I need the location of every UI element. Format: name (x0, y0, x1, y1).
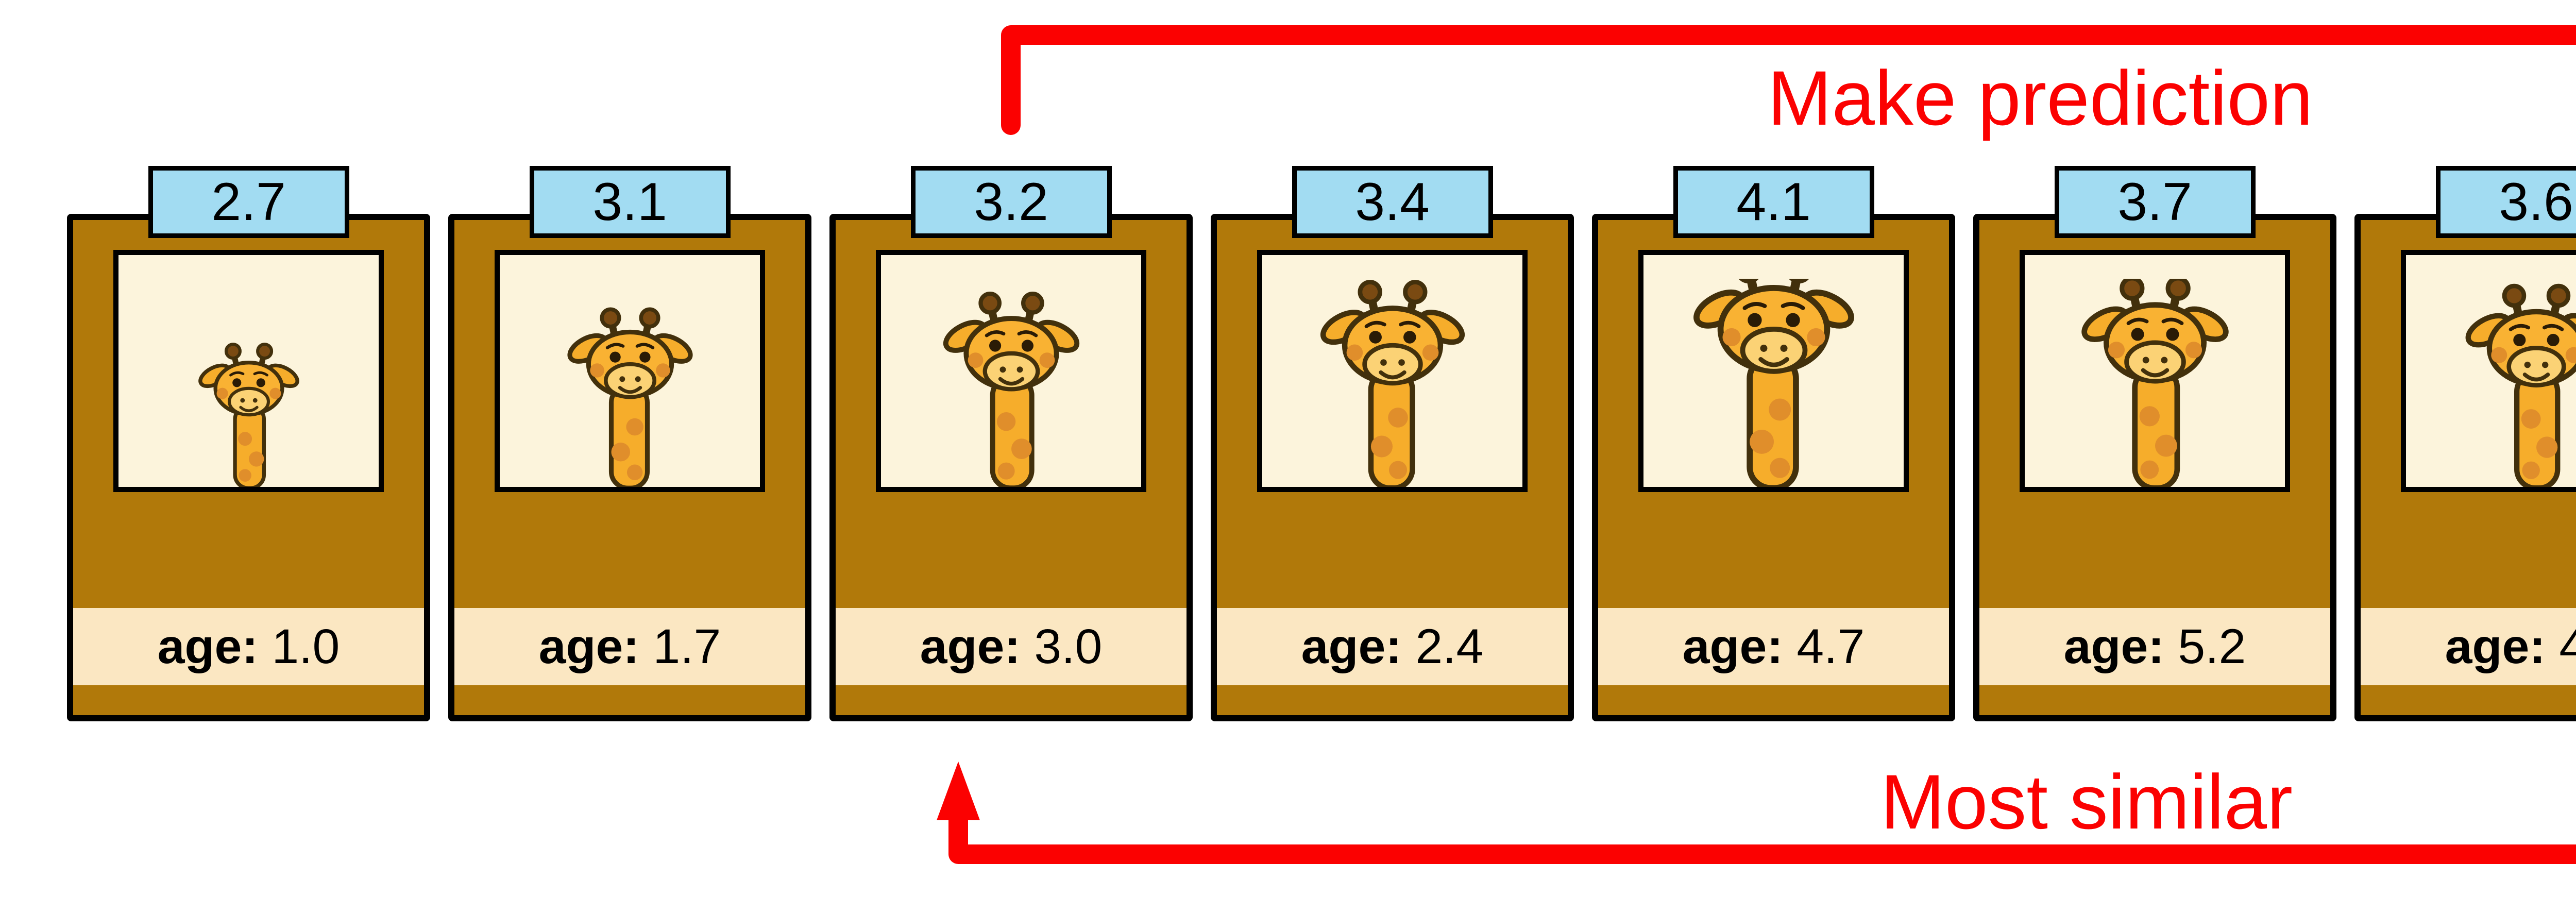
prediction-badge: 2.7 (148, 166, 349, 238)
giraffe-icon (1693, 279, 1854, 487)
most-similar-label: Most similar (1880, 758, 2293, 845)
giraffe-icon (198, 343, 299, 487)
giraffe-photo (495, 250, 765, 492)
prediction-badge: 4.1 (1673, 166, 1874, 238)
age-caption: age: 1.0 (73, 608, 424, 685)
age-caption: age: 5.2 (1979, 608, 2330, 685)
prediction-badge: 3.4 (1292, 166, 1493, 238)
age-value: 3.0 (1020, 619, 1103, 674)
age-label: age: (538, 619, 639, 674)
giraffe-icon (2081, 279, 2229, 487)
age-value: 1.7 (639, 619, 721, 674)
giraffe-photo (2401, 250, 2576, 492)
prediction-badge: 3.7 (2054, 166, 2256, 238)
age-label: age: (2063, 619, 2164, 674)
giraffe-photo (876, 250, 1146, 492)
age-value: 5.2 (2164, 619, 2246, 674)
giraffe-icon (2465, 283, 2576, 487)
giraffe-card: age: 5.2 (1973, 214, 2336, 721)
age-label: age: (1301, 619, 1402, 674)
prediction-badge: 3.2 (910, 166, 1112, 238)
make-prediction-label: Make prediction (1768, 55, 2313, 141)
most-similar-arrowhead-icon (937, 762, 980, 820)
age-caption: age: 2.4 (1217, 608, 1568, 685)
giraffe-photo (2020, 250, 2290, 492)
age-caption: age: 3.0 (836, 608, 1187, 685)
prediction-badge: 3.6 (2435, 166, 2576, 238)
make-prediction-arrow (1001, 25, 2576, 135)
age-label: age: (920, 619, 1021, 674)
age-value: 1.0 (258, 619, 340, 674)
giraffe-photo (1638, 250, 1909, 492)
giraffe-photo (1257, 250, 1528, 492)
giraffe-card: age: 4.5 (2354, 214, 2576, 721)
giraffe-card: age: 1.7 (448, 214, 811, 721)
giraffe-card: age: 4.7 (1592, 214, 1955, 721)
giraffe-card: age: 3.0 (829, 214, 1193, 721)
giraffe-icon (943, 291, 1079, 487)
age-caption: age: 4.7 (1598, 608, 1949, 685)
giraffe-icon (1320, 280, 1465, 487)
age-label: age: (157, 619, 258, 674)
age-value: 2.4 (1401, 619, 1484, 674)
age-value: 4.5 (2559, 619, 2576, 674)
prediction-badge: 3.1 (529, 166, 731, 238)
giraffe-card: age: 1.0 (67, 214, 430, 721)
most-similar-arrow (948, 802, 2576, 864)
giraffe-photo (113, 250, 384, 492)
giraffe-icon (567, 307, 693, 487)
age-label: age: (2445, 619, 2546, 674)
age-label: age: (1682, 619, 1783, 674)
age-caption: age: 1.7 (454, 608, 805, 685)
giraffe-card: age: 2.4 (1211, 214, 1574, 721)
age-caption: age: 4.5 (2361, 608, 2576, 685)
age-value: 4.7 (1783, 619, 1865, 674)
